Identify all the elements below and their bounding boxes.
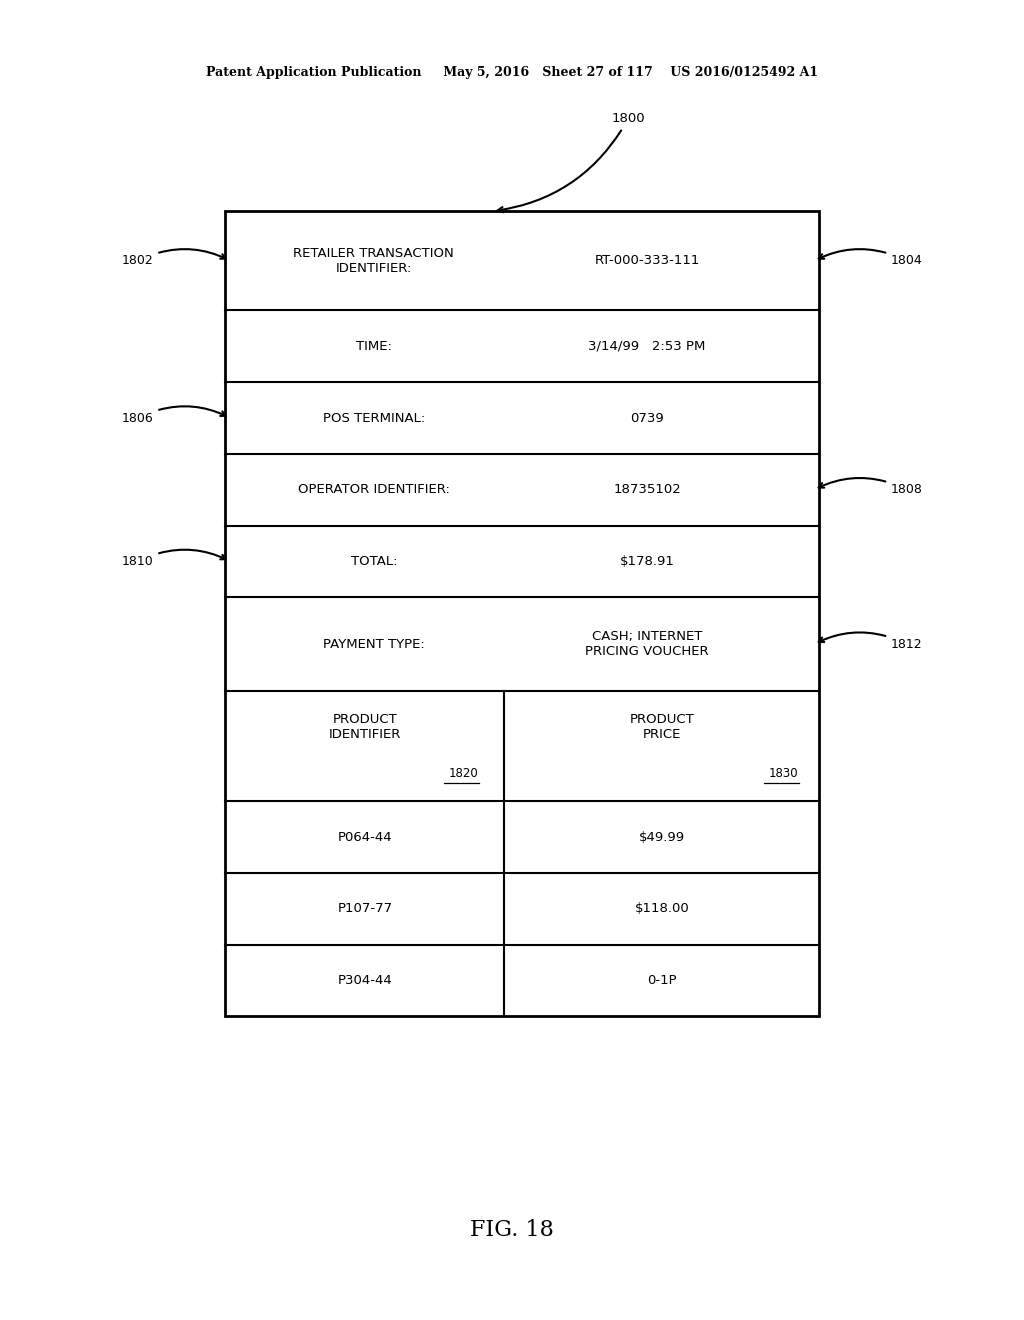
Text: 0739: 0739 <box>630 412 664 425</box>
Text: 18735102: 18735102 <box>613 483 681 496</box>
Text: $49.99: $49.99 <box>639 830 685 843</box>
Text: 1802: 1802 <box>122 249 226 268</box>
Text: FIG. 18: FIG. 18 <box>470 1220 554 1241</box>
Text: OPERATOR IDENTIFIER:: OPERATOR IDENTIFIER: <box>298 483 450 496</box>
Text: 1808: 1808 <box>818 478 923 496</box>
Text: TIME:: TIME: <box>355 339 392 352</box>
Text: 1804: 1804 <box>818 249 923 268</box>
Text: CASH; INTERNET
PRICING VOUCHER: CASH; INTERNET PRICING VOUCHER <box>585 630 709 659</box>
Text: 1812: 1812 <box>818 632 923 651</box>
Text: PAYMENT TYPE:: PAYMENT TYPE: <box>323 638 425 651</box>
Text: PRODUCT
IDENTIFIER: PRODUCT IDENTIFIER <box>329 713 401 742</box>
Text: Patent Application Publication     May 5, 2016   Sheet 27 of 117    US 2016/0125: Patent Application Publication May 5, 20… <box>206 66 818 79</box>
Text: 1810: 1810 <box>122 549 226 568</box>
Text: 1806: 1806 <box>122 407 226 425</box>
Text: P304-44: P304-44 <box>338 974 392 987</box>
Text: 1820: 1820 <box>450 767 479 780</box>
Text: PRODUCT
PRICE: PRODUCT PRICE <box>630 713 694 742</box>
Text: $118.00: $118.00 <box>635 903 689 915</box>
Text: RT-000-333-111: RT-000-333-111 <box>594 255 699 268</box>
Text: $178.91: $178.91 <box>620 554 675 568</box>
Text: TOTAL:: TOTAL: <box>350 554 397 568</box>
Text: 3/14/99   2:53 PM: 3/14/99 2:53 PM <box>588 339 706 352</box>
Text: 1830: 1830 <box>769 767 799 780</box>
Text: 0-1P: 0-1P <box>647 974 677 987</box>
Text: P064-44: P064-44 <box>338 830 392 843</box>
Text: RETAILER TRANSACTION
IDENTIFIER:: RETAILER TRANSACTION IDENTIFIER: <box>294 247 454 275</box>
Text: POS TERMINAL:: POS TERMINAL: <box>323 412 425 425</box>
Text: 1800: 1800 <box>498 112 645 213</box>
Bar <box>225 211 819 1016</box>
Text: P107-77: P107-77 <box>337 903 392 915</box>
